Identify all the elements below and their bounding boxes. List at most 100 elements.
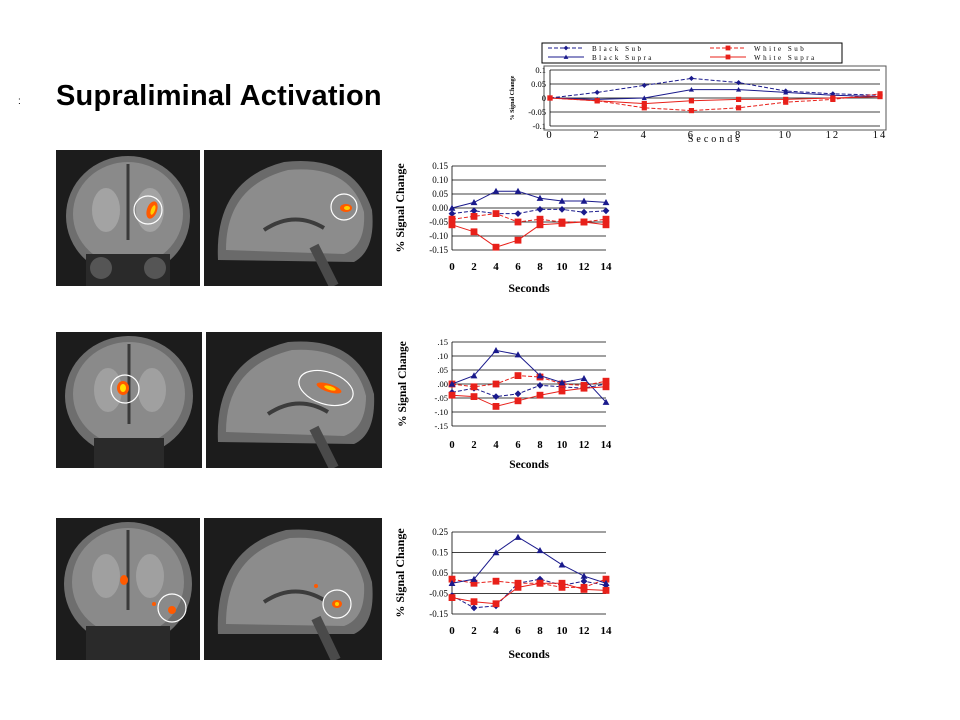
- data-point: [594, 98, 600, 104]
- series-line: [549, 89, 881, 100]
- data-point: [558, 579, 566, 587]
- legend-label: White Sub: [754, 45, 806, 53]
- data-point: [470, 604, 478, 612]
- legend-line-chart: 0.1 0.05 0 -0.05 -0.1 0 2 4 6 8 10 12 14 Seconds% Sig…: [500, 40, 900, 152]
- data-point: [448, 221, 456, 229]
- legend-label: White Supra: [754, 54, 817, 62]
- x-tick-label: 6: [515, 625, 521, 637]
- y-axis-label: % Signal Change: [397, 341, 409, 427]
- y-tick-label: -.05: [435, 393, 448, 403]
- series-line: [451, 578, 607, 588]
- data-point: [602, 207, 610, 215]
- series-white-supra: [448, 579, 610, 608]
- data-point: [536, 575, 544, 583]
- data-point: [470, 383, 478, 391]
- data-point: [558, 220, 566, 227]
- data-point: [448, 594, 456, 601]
- data-point: [536, 194, 544, 201]
- x-tick-label: 6: [688, 130, 695, 141]
- data-point: [492, 243, 500, 251]
- x-tick-label: 4: [641, 130, 648, 141]
- data-point: [830, 95, 836, 101]
- data-point: [580, 208, 588, 216]
- data-point: [536, 391, 544, 399]
- data-point: [580, 384, 588, 392]
- data-point: [558, 197, 566, 204]
- series-line: [549, 96, 881, 105]
- x-tick-label: 0: [546, 130, 553, 141]
- x-tick-label: 4: [493, 261, 499, 273]
- y-tick-label: 0.05: [432, 189, 448, 199]
- brain-coronal-2: [56, 332, 202, 468]
- series-line: [451, 213, 607, 223]
- data-point: [580, 375, 588, 382]
- series-line: [451, 190, 607, 209]
- data-point: [735, 96, 742, 102]
- data-point: [547, 95, 553, 101]
- data-point: [558, 206, 566, 213]
- brain-sagittal-3: [204, 518, 382, 660]
- x-tick-label: 12: [826, 130, 841, 141]
- x-tick-label: 4: [493, 625, 499, 637]
- data-point: [448, 391, 456, 399]
- x-tick-label: 10: [557, 261, 569, 273]
- y-tick-label: 0.15: [432, 161, 448, 171]
- y-tick-label: -0.05: [528, 107, 546, 117]
- x-tick-label: 14: [601, 261, 613, 273]
- x-tick-label: 12: [579, 440, 590, 451]
- y-tick-label: 0.15: [432, 548, 448, 558]
- data-point: [448, 575, 456, 583]
- data-point: [580, 577, 588, 585]
- data-point: [580, 572, 588, 579]
- data-point: [558, 561, 566, 568]
- data-point: [602, 575, 610, 583]
- series-black-supra: [448, 187, 610, 211]
- legend-marker: [563, 54, 569, 59]
- y-tick-label: 0.1: [535, 65, 546, 75]
- series-white-supra: [547, 94, 883, 107]
- y-axis-label: % Signal Change: [393, 163, 407, 253]
- data-point: [688, 108, 695, 114]
- data-point: [602, 377, 610, 385]
- series-line: [451, 349, 607, 403]
- data-point: [470, 598, 478, 606]
- data-point: [514, 583, 522, 591]
- data-point: [641, 95, 647, 101]
- data-point: [514, 187, 522, 194]
- x-axis-label: Seconds: [688, 134, 742, 145]
- series-line: [451, 386, 607, 407]
- x-tick-label: 14: [601, 440, 612, 451]
- data-point: [580, 218, 588, 226]
- brain-coronal-1: [56, 150, 200, 286]
- data-point: [448, 380, 456, 387]
- legend-marker: [725, 54, 731, 60]
- x-tick-label: 8: [735, 130, 742, 141]
- data-point: [536, 382, 544, 389]
- data-point: [492, 403, 500, 410]
- legend-box: [541, 42, 843, 64]
- brain-sagittal-2: [206, 332, 382, 468]
- x-tick-label: 10: [778, 130, 793, 141]
- x-tick-label: 4: [493, 440, 499, 451]
- data-point: [536, 221, 544, 229]
- y-axis-label: % Signal Change: [510, 75, 516, 120]
- series-line: [451, 208, 607, 215]
- series-line: [549, 93, 881, 112]
- x-tick-label: 10: [557, 625, 569, 637]
- data-point: [470, 575, 478, 582]
- data-point: [580, 586, 588, 593]
- stray-mark: :: [18, 96, 21, 107]
- data-point: [877, 91, 883, 97]
- data-point: [492, 600, 500, 608]
- data-point: [470, 372, 478, 379]
- y-axis-label: % Signal Change: [393, 528, 407, 618]
- signal-change-chart-2: .15 .10 .05 .00 -.05 -.10 -.15 0 2 4 6 8 10 12 14 Secon…: [392, 332, 616, 474]
- data-point: [688, 87, 695, 92]
- x-tick-label: 12: [579, 261, 591, 273]
- data-point: [514, 236, 522, 244]
- brain-coronal-3: [56, 518, 200, 660]
- x-tick-label: 10: [557, 440, 568, 451]
- data-point: [580, 197, 588, 204]
- x-tick-label: 0: [449, 261, 455, 273]
- legend: Black Sub White Sub Black Supra White Supra: [541, 42, 843, 64]
